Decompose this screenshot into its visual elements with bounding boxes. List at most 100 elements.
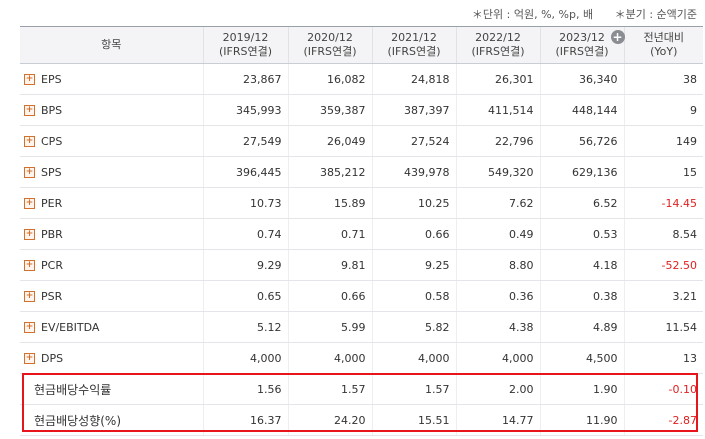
- expand-icon[interactable]: +: [24, 167, 35, 178]
- value-cell: 7.62: [455, 187, 540, 219]
- row-label[interactable]: + PSR: [20, 280, 203, 312]
- expand-icon[interactable]: +: [24, 260, 35, 271]
- expand-icon[interactable]: +: [24, 291, 35, 302]
- value-cell: 1.90: [539, 373, 624, 405]
- yoy-cell: 15: [623, 156, 703, 188]
- value-cell: 9.25: [371, 249, 456, 281]
- yoy-cell: 13: [623, 342, 703, 374]
- header-yoy: 전년대비 (YoY): [623, 26, 703, 64]
- row-label-text: PSR: [41, 289, 63, 303]
- value-cell: 4.89: [539, 311, 624, 343]
- value-cell: 5.99: [287, 311, 372, 343]
- value-cell: 4,000: [371, 342, 456, 374]
- value-cell: 15.89: [287, 187, 372, 219]
- table-row: + BPS 345,993 359,387 387,397 411,514 448,144 9: [20, 94, 703, 126]
- value-cell: 4.38: [455, 311, 540, 343]
- value-cell: 22,796: [455, 125, 540, 157]
- row-label-text: DPS: [41, 351, 64, 365]
- value-cell: 0.66: [371, 218, 456, 250]
- header-period-2019: 2019/12 (IFRS연결): [202, 26, 288, 64]
- value-cell: 549,320: [455, 156, 540, 188]
- expand-icon[interactable]: +: [24, 74, 35, 85]
- yoy-cell: 3.21: [623, 280, 703, 312]
- value-cell: 24,818: [371, 63, 456, 95]
- expand-icon[interactable]: +: [24, 353, 35, 364]
- value-cell: 0.58: [371, 280, 456, 312]
- table-header-row: 항목 2019/12 (IFRS연결) 2020/12 (IFRS연결) 2021/…: [20, 26, 703, 64]
- row-label-text: EPS: [41, 72, 62, 86]
- table-row: 현금배당수익률 1.56 1.57 1.57 2.00 1.90 -0.10: [20, 373, 703, 405]
- row-label[interactable]: + PBR: [20, 218, 203, 250]
- value-cell: 1.57: [371, 373, 456, 405]
- row-label-text: PCR: [41, 258, 63, 272]
- row-label[interactable]: + SPS: [20, 156, 203, 188]
- value-cell: 2.00: [455, 373, 540, 405]
- value-cell: 27,549: [202, 125, 288, 157]
- value-cell: 10.25: [371, 187, 456, 219]
- value-cell: 4,000: [455, 342, 540, 374]
- table-row: + EV/EBITDA 5.12 5.99 5.82 4.38 4.89 11.54: [20, 311, 703, 343]
- row-label[interactable]: + PCR: [20, 249, 203, 281]
- basis-note: ＊분기 : 순액기준: [614, 8, 697, 21]
- header-period-2021: 2021/12 (IFRS연결): [371, 26, 456, 64]
- value-cell: 385,212: [287, 156, 372, 188]
- row-label[interactable]: + EV/EBITDA: [20, 311, 203, 343]
- value-cell: 11.90: [539, 404, 624, 436]
- value-cell: 27,524: [371, 125, 456, 157]
- add-period-icon[interactable]: +: [610, 30, 625, 44]
- yoy-cell: 38: [623, 63, 703, 95]
- value-cell: 16.37: [202, 404, 288, 436]
- expand-icon[interactable]: +: [24, 229, 35, 240]
- row-label[interactable]: + CPS: [20, 125, 203, 157]
- value-cell: 396,445: [202, 156, 288, 188]
- table-row: + EPS 23,867 16,082 24,818 26,301 36,340 38: [20, 63, 703, 95]
- row-label-text: PBR: [41, 227, 63, 241]
- value-cell: 36,340: [539, 63, 624, 95]
- row-label[interactable]: + PER: [20, 187, 203, 219]
- unit-note: ＊단위 : 억원, %, %p, 배: [471, 8, 594, 21]
- row-label-text: EV/EBITDA: [41, 320, 100, 334]
- table-row: + CPS 27,549 26,049 27,524 22,796 56,726 149: [20, 125, 703, 157]
- value-cell: 359,387: [287, 94, 372, 126]
- value-cell: 345,993: [202, 94, 288, 126]
- yoy-cell: 8.54: [623, 218, 703, 250]
- value-cell: 0.53: [539, 218, 624, 250]
- header-period-2023: 2023/12 (IFRS연결) +: [539, 26, 625, 64]
- value-cell: 23,867: [202, 63, 288, 95]
- header-period-2020: 2020/12 (IFRS연결): [287, 26, 372, 64]
- expand-icon[interactable]: +: [24, 136, 35, 147]
- row-label[interactable]: + DPS: [20, 342, 203, 374]
- table-row: + DPS 4,000 4,000 4,000 4,000 4,500 13: [20, 342, 703, 374]
- value-cell: 1.57: [287, 373, 372, 405]
- row-label[interactable]: + EPS: [20, 63, 203, 95]
- value-cell: 0.49: [455, 218, 540, 250]
- value-cell: 26,301: [455, 63, 540, 95]
- value-cell: 439,978: [371, 156, 456, 188]
- value-cell: 629,136: [539, 156, 624, 188]
- expand-icon[interactable]: +: [24, 105, 35, 116]
- value-cell: 4,500: [539, 342, 624, 374]
- table-body: + EPS 23,867 16,082 24,818 26,301 36,340 38 + BPS…: [20, 63, 703, 436]
- yoy-cell: -0.10: [623, 373, 703, 405]
- value-cell: 411,514: [455, 94, 540, 126]
- value-cell: 10.73: [202, 187, 288, 219]
- row-label-text: PER: [41, 196, 63, 210]
- value-cell: 15.51: [371, 404, 456, 436]
- row-label: 현금배당성향(%): [20, 404, 203, 436]
- yoy-cell: -52.50: [623, 249, 703, 281]
- yoy-cell: -14.45: [623, 187, 703, 219]
- yoy-cell: -2.87: [623, 404, 703, 436]
- row-label: 현금배당수익률: [20, 373, 203, 405]
- value-cell: 56,726: [539, 125, 624, 157]
- yoy-cell: 9: [623, 94, 703, 126]
- expand-icon[interactable]: +: [24, 198, 35, 209]
- value-cell: 1.56: [202, 373, 288, 405]
- header-item: 항목: [20, 26, 203, 64]
- value-cell: 387,397: [371, 94, 456, 126]
- table-row: + PCR 9.29 9.81 9.25 8.80 4.18 -52.50: [20, 249, 703, 281]
- table-row: 현금배당성향(%) 16.37 24.20 15.51 14.77 11.90 -2.87: [20, 404, 703, 436]
- expand-icon[interactable]: +: [24, 322, 35, 333]
- table-row: + PER 10.73 15.89 10.25 7.62 6.52 -14.45: [20, 187, 703, 219]
- row-label[interactable]: + BPS: [20, 94, 203, 126]
- value-cell: 0.38: [539, 280, 624, 312]
